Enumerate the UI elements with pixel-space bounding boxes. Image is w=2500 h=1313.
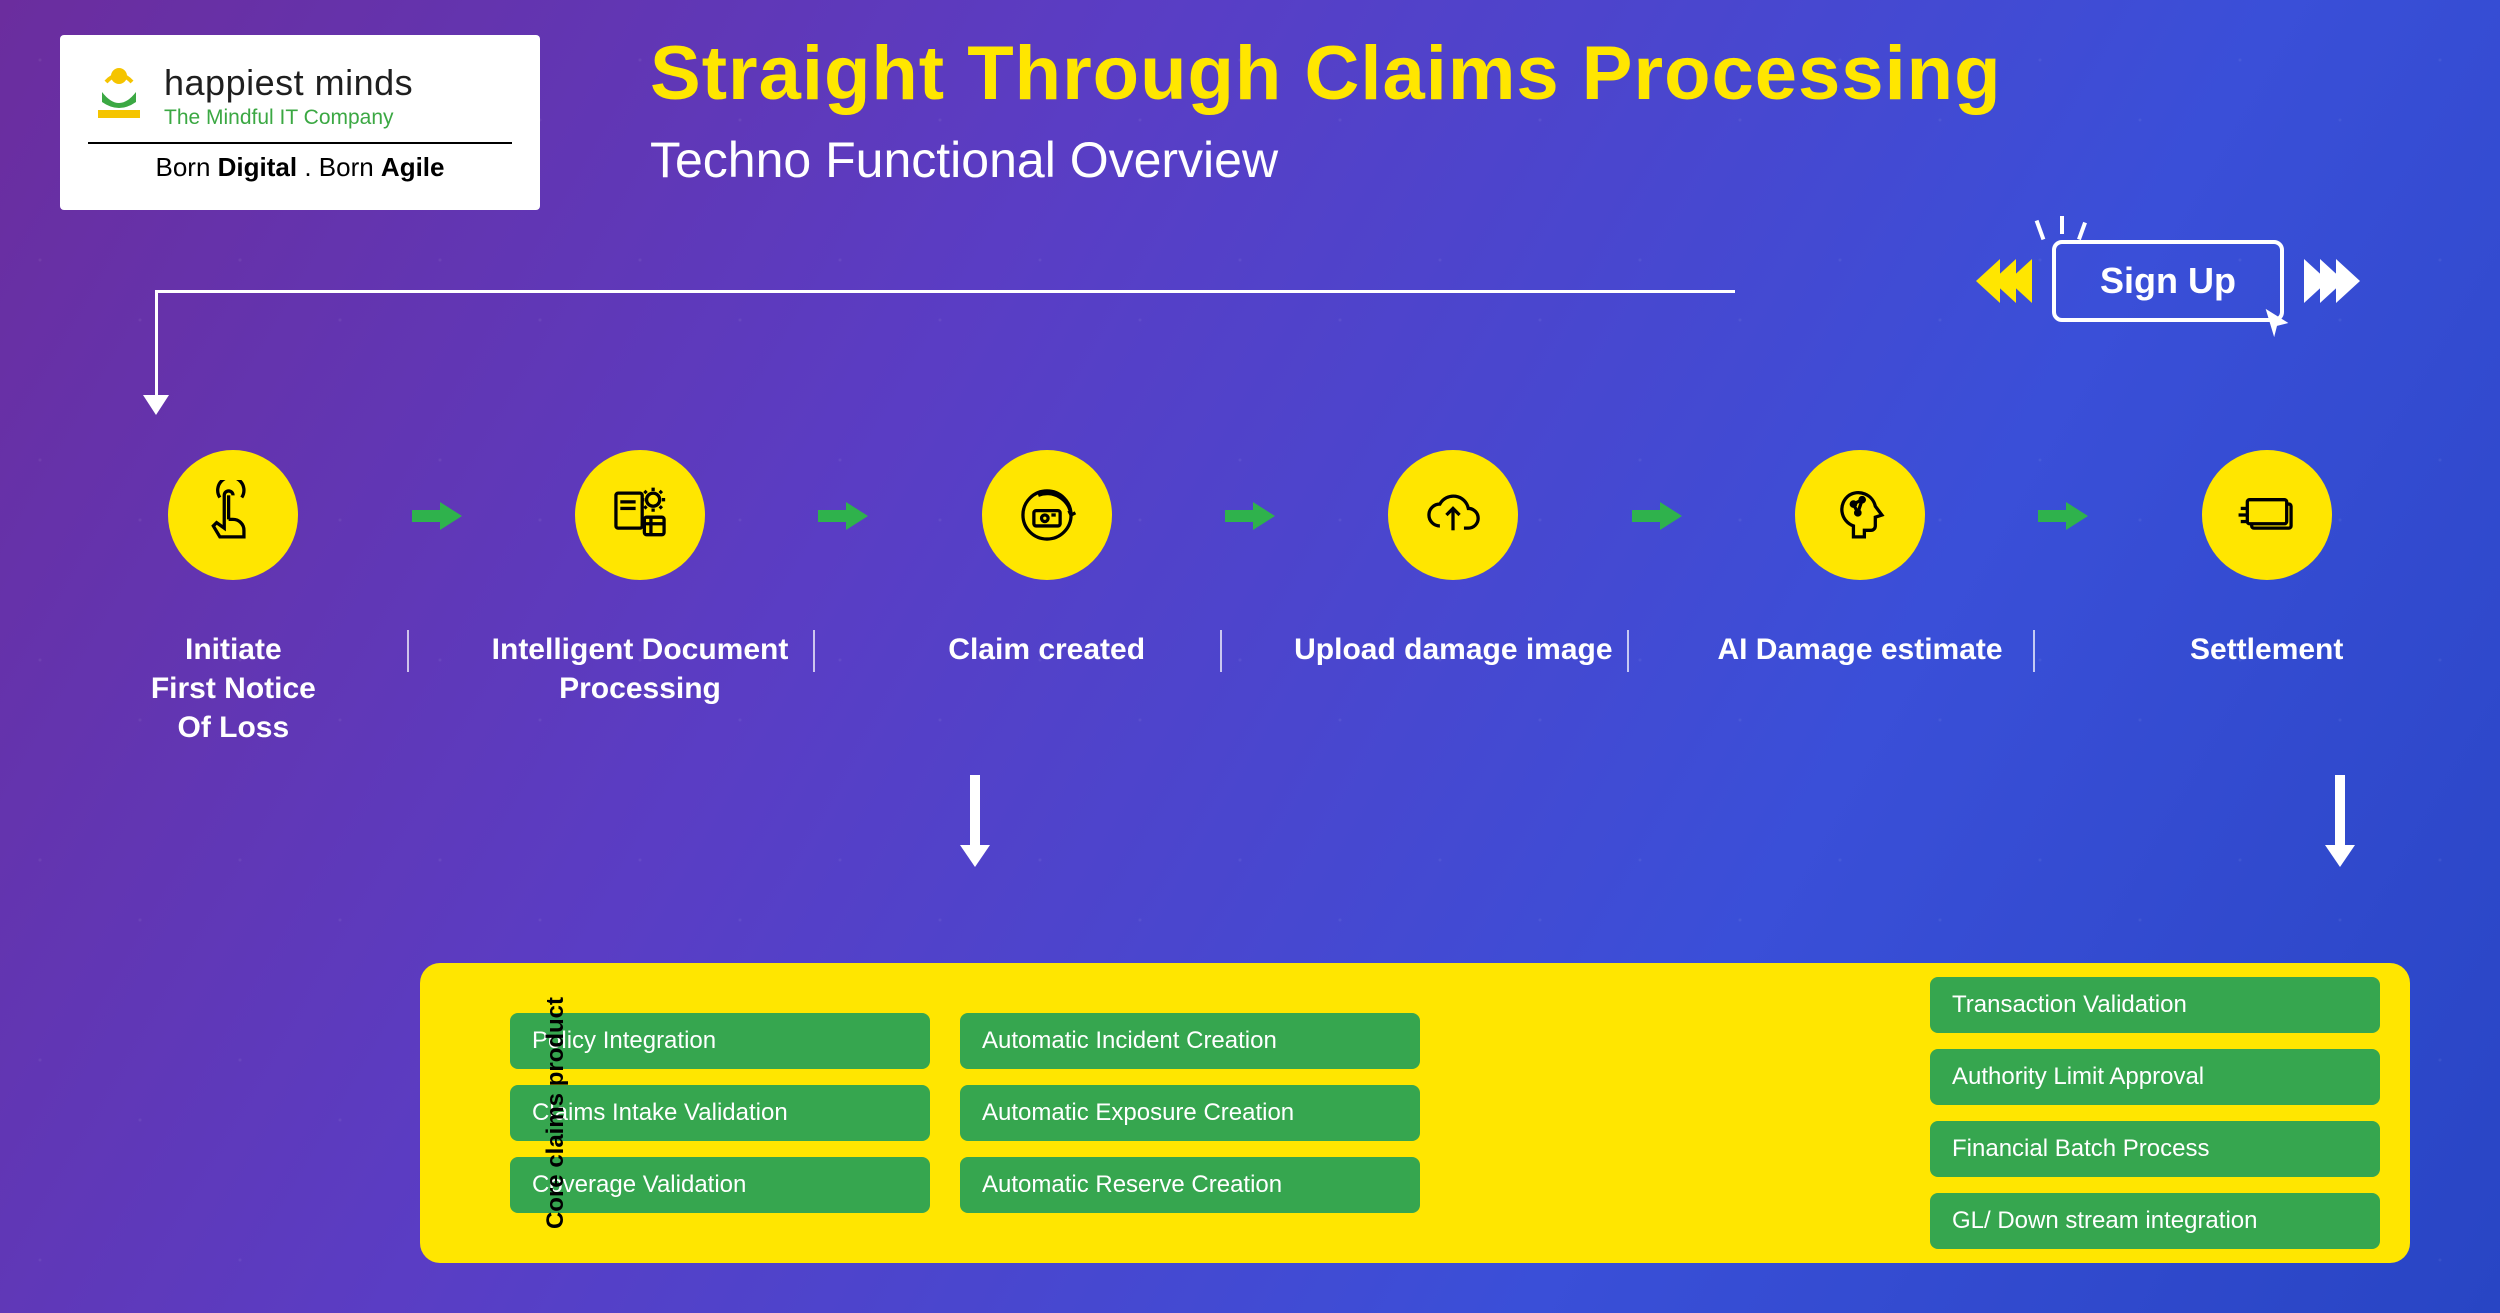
logo-divider bbox=[88, 142, 512, 144]
page-subtitle: Techno Functional Overview bbox=[650, 131, 2002, 189]
flow-step: AI Damage estimate bbox=[1687, 450, 2034, 669]
logo-tagline: The Mindful IT Company bbox=[164, 106, 413, 130]
flow-arrow-right-icon bbox=[813, 498, 873, 534]
happiest-minds-logo-icon bbox=[88, 62, 150, 124]
logo-born1-bold: Digital bbox=[218, 152, 297, 182]
flow-step-label: InitiateFirst NoticeOf Loss bbox=[143, 630, 324, 747]
signup-accent-line-icon bbox=[2035, 220, 2046, 240]
step-divider bbox=[2033, 630, 2035, 672]
page-title: Straight Through Claims Processing bbox=[650, 30, 2002, 117]
flow-connector-arrowhead-icon bbox=[143, 395, 169, 415]
flow-step: Claim created bbox=[873, 450, 1220, 669]
flow-step-label: Intelligent DocumentProcessing bbox=[484, 630, 797, 708]
money-icon bbox=[2202, 450, 2332, 580]
step-divider bbox=[813, 630, 815, 672]
logo-born2-pre: Born bbox=[319, 152, 381, 182]
logo-text-block: happiest minds The Mindful IT Company bbox=[164, 62, 413, 130]
core-claims-box: Core claims product Policy Integration Cl… bbox=[420, 963, 2410, 1263]
step-divider bbox=[1627, 630, 1629, 672]
signup-accent-line-icon bbox=[2060, 216, 2064, 234]
flow-down-arrow-settlement bbox=[2335, 775, 2345, 867]
core-pill: Transaction Validation bbox=[1930, 977, 2380, 1033]
flow-down-arrow-claim bbox=[970, 775, 980, 867]
core-pill: Automatic Incident Creation bbox=[960, 1013, 1420, 1069]
flow-step: Intelligent DocumentProcessing bbox=[467, 450, 814, 708]
core-pill: Automatic Exposure Creation bbox=[960, 1085, 1420, 1141]
signup-label: Sign Up bbox=[2100, 260, 2236, 301]
core-pill: Policy Integration bbox=[510, 1013, 930, 1069]
flow-arrow-right-icon bbox=[1627, 498, 1687, 534]
flow-arrow-right-icon bbox=[407, 498, 467, 534]
logo-bottom-line: Born Digital . Born Agile bbox=[88, 152, 512, 183]
flow-step-label: Upload damage image bbox=[1286, 630, 1620, 669]
flow-step: Upload damage image bbox=[1280, 450, 1627, 669]
signup-zone: Sign Up bbox=[1976, 240, 2360, 322]
core-pill: Coverage Validation bbox=[510, 1157, 930, 1213]
ai-brain-icon bbox=[1795, 450, 1925, 580]
flow-arrow-right-icon bbox=[1220, 498, 1280, 534]
title-block: Straight Through Claims Processing Techn… bbox=[650, 30, 2002, 189]
flow-connector-vertical bbox=[155, 290, 158, 400]
core-columns: Policy Integration Claims Intake Validati… bbox=[490, 983, 2380, 1243]
flow-step: InitiateFirst NoticeOf Loss bbox=[60, 450, 407, 747]
core-pill: Authority Limit Approval bbox=[1930, 1049, 2380, 1105]
cursor-icon bbox=[2260, 306, 2294, 340]
chevrons-left-icon bbox=[1976, 259, 2024, 303]
flow-step-label: AI Damage estimate bbox=[1709, 630, 2010, 669]
core-pill: GL/ Down stream integration bbox=[1930, 1193, 2380, 1249]
chevrons-right-icon bbox=[2312, 259, 2360, 303]
logo-born1-pre: Born bbox=[155, 152, 217, 182]
flow-step-label: Claim created bbox=[940, 630, 1153, 669]
document-gear-icon bbox=[575, 450, 705, 580]
core-pill: Financial Batch Process bbox=[1930, 1121, 2380, 1177]
logo-top-row: happiest minds The Mindful IT Company bbox=[88, 62, 512, 130]
flow-arrow-right-icon bbox=[2033, 498, 2093, 534]
claim-created-icon bbox=[982, 450, 1112, 580]
logo-name: happiest minds bbox=[164, 62, 413, 104]
core-pill: Automatic Reserve Creation bbox=[960, 1157, 1420, 1213]
flow-step: Settlement bbox=[2093, 450, 2440, 669]
core-col-right: Transaction Validation Authority Limit Ap… bbox=[1930, 977, 2380, 1249]
touch-icon bbox=[168, 450, 298, 580]
step-divider bbox=[1220, 630, 1222, 672]
cloud-upload-icon bbox=[1388, 450, 1518, 580]
logo-card: happiest minds The Mindful IT Company Bo… bbox=[60, 35, 540, 210]
core-col-mid: Automatic Incident Creation Automatic Exp… bbox=[960, 1013, 1420, 1213]
step-divider bbox=[407, 630, 409, 672]
core-label-wrap: Core claims product bbox=[440, 983, 490, 1243]
signup-accent-line-icon bbox=[2077, 222, 2087, 240]
flow-step-label: Settlement bbox=[2182, 630, 2351, 669]
logo-dot: . bbox=[297, 152, 319, 182]
core-claims-label: Core claims product bbox=[542, 997, 570, 1229]
core-pill: Claims Intake Validation bbox=[510, 1085, 930, 1141]
logo-born2-bold: Agile bbox=[381, 152, 445, 182]
core-col-left: Policy Integration Claims Intake Validati… bbox=[510, 1013, 930, 1213]
flow-connector-horizontal bbox=[155, 290, 1735, 293]
signup-button[interactable]: Sign Up bbox=[2052, 240, 2284, 322]
flow-row: InitiateFirst NoticeOf Loss Intelligent D… bbox=[60, 450, 2440, 747]
